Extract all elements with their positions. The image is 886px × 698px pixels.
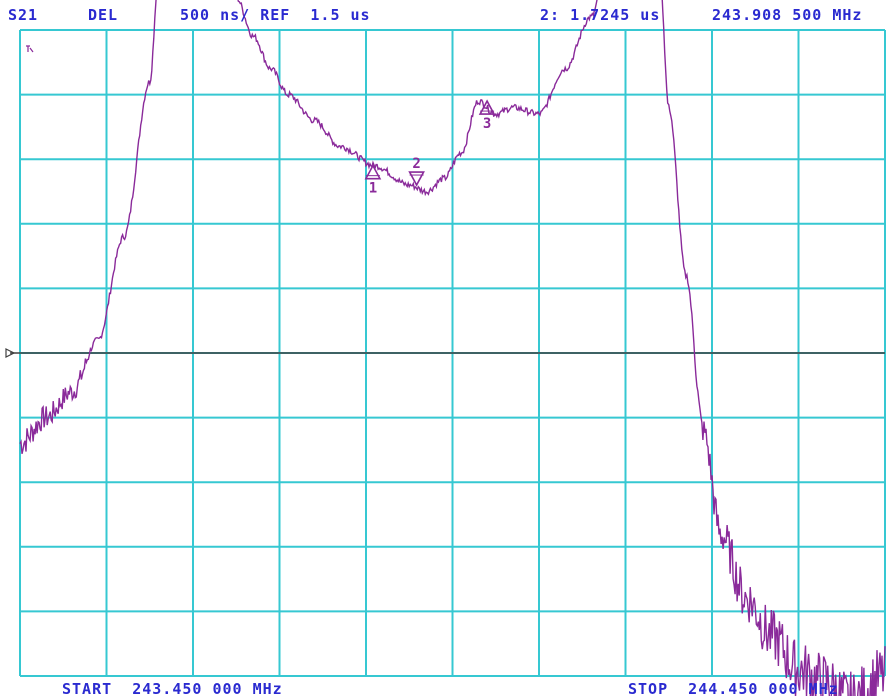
- scale-reference-label: 500 ns/ REF 1.5 us: [180, 6, 371, 24]
- reference-position-icon: [5, 348, 16, 358]
- marker-2-icon: [408, 171, 425, 187]
- stop-frequency-label: STOP 244.450 000 MHz: [628, 680, 839, 698]
- marker-2-label: 2: [412, 156, 420, 172]
- format-label: DEL: [88, 6, 119, 24]
- marker-frequency-readout: 243.908 500 MHz: [712, 6, 863, 24]
- start-frequency-label: START 243.450 000 MHz: [62, 680, 283, 698]
- trace-s21-delay: [19, 0, 886, 696]
- marker-1-label: 1: [369, 181, 377, 197]
- marker-readout: 2: 1.7245 us: [540, 6, 661, 24]
- marker-3-icon: [478, 99, 496, 115]
- marker-3-label: 3: [483, 116, 491, 132]
- trace-symbol-icon: [26, 45, 34, 53]
- marker-1-icon: [364, 163, 382, 180]
- parameter-label: S21: [8, 6, 39, 24]
